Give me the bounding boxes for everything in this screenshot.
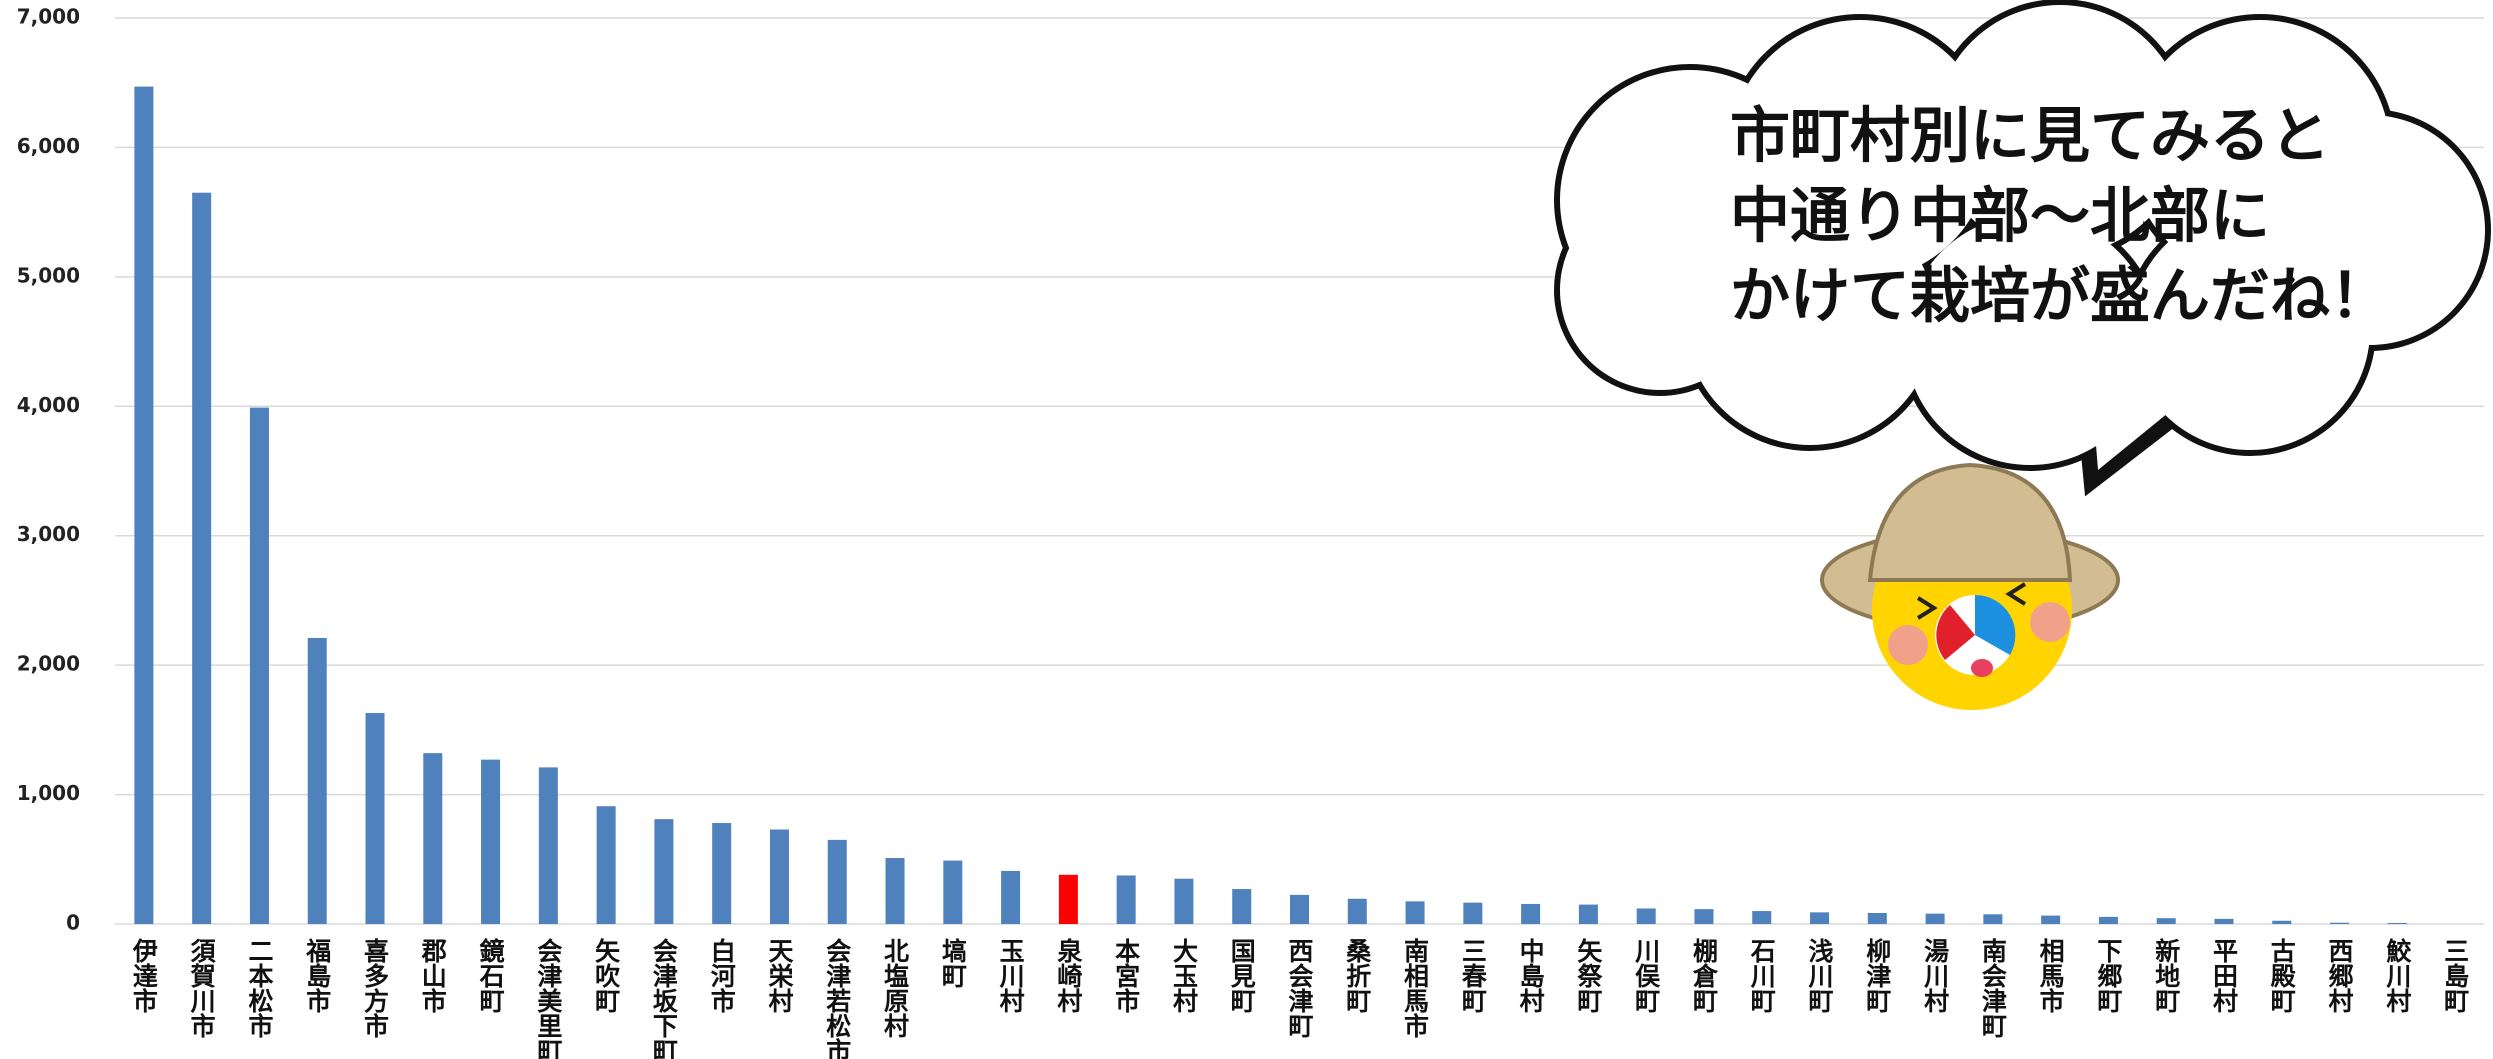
bar — [1810, 912, 1830, 924]
bar — [1232, 889, 1252, 924]
bar — [481, 759, 501, 924]
bar — [1521, 903, 1541, 924]
x-tick-label: 矢吹町 — [592, 937, 621, 1013]
bar — [1867, 912, 1887, 924]
x-tick-label: 川俣町 — [1632, 938, 1661, 1013]
bar — [943, 860, 963, 924]
y-tick-label: 6,000 — [17, 134, 80, 158]
x-tick-label: 会津美里町 — [534, 938, 563, 1059]
bar — [1405, 901, 1425, 924]
bar — [2330, 922, 2350, 924]
bar — [1983, 914, 2003, 924]
x-tick-label: 鏡石町 — [476, 937, 506, 1013]
x-tick-label: 南相馬市 — [1401, 938, 1430, 1038]
annotation: 市町村別に見てみると 中通り中部～北部に かけて栽培が盛んだね！ — [1730, 102, 2390, 332]
x-tick-label: 三春町 — [1458, 938, 1487, 1013]
x-tick-label: 柳津町 — [1863, 938, 1892, 1013]
bar — [2098, 916, 2118, 924]
x-tick-label: 棚倉町 — [1689, 938, 1719, 1013]
y-tick-label: 7,000 — [17, 5, 80, 29]
bar — [2041, 915, 2061, 924]
x-tick-label: 泉崎村 — [1054, 937, 1083, 1013]
x-tick-label: 大玉村 — [1169, 938, 1198, 1013]
bar — [827, 839, 847, 924]
plot-area: 0 1,000 2,000 3,000 4,000 5,000 6,000 7,000 伊達市須… — [17, 5, 2484, 1059]
x-tick-label: 二本松市 — [245, 938, 274, 1038]
x-tick-label: 下郷町 — [2094, 938, 2123, 1013]
bar — [2387, 922, 2407, 924]
bar — [249, 407, 269, 925]
bar — [1174, 878, 1194, 924]
x-tick-label: 本宮市 — [1112, 938, 1141, 1013]
bar — [885, 857, 905, 924]
bar — [1578, 904, 1598, 924]
x-tick-label: 塙町 — [938, 937, 967, 988]
bar — [1116, 875, 1136, 924]
x-tick-label: 白河市 — [707, 937, 736, 1013]
bar — [307, 637, 327, 924]
x-tick-label: 天栄村 — [765, 938, 795, 1013]
bar — [1694, 909, 1714, 924]
y-tick-label: 1,000 — [17, 781, 80, 805]
x-tick-label: 南会津町 — [1978, 938, 2007, 1038]
x-tick-label: 桑折町 — [1343, 938, 1372, 1013]
x-tick-label: 西会津町 — [1285, 938, 1314, 1038]
x-tick-label: 西郷村 — [2325, 938, 2354, 1013]
annotation-line: 市町村別に見てみると — [1730, 102, 2330, 172]
bar — [1058, 874, 1078, 924]
x-tick-label: 石川町 — [1747, 938, 1777, 1013]
x-tick-label: 相馬市 — [2036, 938, 2065, 1013]
mascot — [1820, 462, 2120, 710]
x-tick-label: 北塩原村 — [881, 938, 910, 1038]
x-tick-label: 喜多方市 — [361, 938, 390, 1038]
x-tick-label: 国見町 — [1227, 938, 1256, 1013]
bar — [423, 753, 443, 924]
bar — [192, 192, 212, 924]
bar — [1463, 902, 1483, 924]
bar — [1636, 908, 1656, 924]
x-tick-label: 伊達市 — [129, 938, 159, 1013]
y-tick-label: 0 — [66, 911, 80, 935]
bar — [365, 713, 385, 924]
bar — [1001, 870, 1021, 924]
y-tick-label: 4,000 — [17, 393, 80, 417]
x-tick-label: 浅川町 — [1805, 938, 1834, 1013]
x-tick-label: 鮫川村 — [2383, 937, 2412, 1013]
bar — [712, 823, 732, 924]
bar — [538, 767, 558, 924]
bar — [1752, 911, 1772, 924]
bar — [1925, 913, 1945, 924]
bar — [134, 86, 154, 924]
x-tick-label: 三島町 — [2441, 938, 2470, 1013]
bar — [654, 819, 674, 924]
x-tick-label: 古殿町 — [2267, 938, 2297, 1013]
x-tick-label: 新地町 — [2152, 937, 2181, 1013]
bar — [2214, 918, 2234, 924]
bar — [1347, 898, 1367, 924]
speech-bubble — [1554, 0, 2491, 497]
x-tick-label: 福島市 — [303, 938, 333, 1013]
y-tick-label: 5,000 — [17, 263, 80, 287]
x-tick-label: 須賀川市 — [187, 938, 217, 1038]
x-tick-label: 会津若松市 — [823, 938, 853, 1059]
bar — [2272, 920, 2292, 924]
x-tick-label: 中島村 — [1516, 938, 1545, 1013]
x-tick-label: 玉川村 — [996, 938, 1025, 1013]
bar — [769, 829, 789, 924]
x-tick-label: 平田村 — [2209, 938, 2238, 1013]
annotation-line: かけて栽培が盛んだね！ — [1730, 262, 2390, 332]
annotation-line: 中通り中部～北部に — [1730, 182, 2270, 252]
x-tick-label: 矢祭町 — [1574, 937, 1603, 1013]
bar — [596, 806, 616, 924]
x-tick-label: 会津坂下町 — [649, 938, 678, 1059]
x-tick-label: 郡山市 — [418, 938, 448, 1013]
bar — [1290, 894, 1309, 924]
x-tick-label: 湯川村 — [1921, 938, 1950, 1013]
y-tick-label: 2,000 — [17, 652, 80, 676]
bar — [2156, 918, 2176, 924]
y-tick-label: 3,000 — [17, 522, 80, 546]
